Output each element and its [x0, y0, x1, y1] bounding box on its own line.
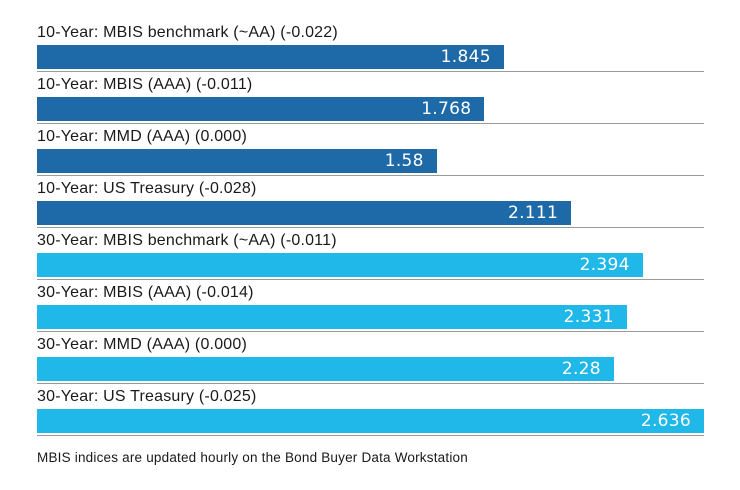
bar: 1.845: [37, 45, 504, 69]
bar-value-label: 2.28: [561, 359, 601, 379]
bar-value-label: 2.331: [563, 307, 614, 327]
bar-value-label: 1.768: [421, 99, 472, 119]
bar: 2.636: [37, 409, 704, 433]
bar-value-label: 2.111: [507, 203, 559, 223]
bar-track: 1.768: [37, 97, 704, 121]
bar-chart-area: 10-Year: MBIS benchmark (~AA) (-0.022) 1…: [37, 20, 704, 436]
bar-category-label: 30-Year: MBIS (AAA) (-0.014): [37, 284, 254, 301]
bar-value-label: 1.845: [440, 47, 491, 67]
bar-track: 2.331: [37, 305, 704, 329]
bar: 2.111: [37, 201, 572, 225]
bar-row: 30-Year: MBIS benchmark (~AA) (-0.011) 2…: [37, 228, 704, 280]
bar-value-label: 2.636: [640, 411, 691, 431]
bar-track: 2.394: [37, 253, 704, 277]
chart-footnote: MBIS indices are updated hourly on the B…: [37, 450, 468, 465]
bar-value-label: 2.394: [579, 255, 630, 275]
bar-category-label: 10-Year: MBIS benchmark (~AA) (-0.022): [37, 24, 338, 41]
bar-row: 30-Year: US Treasury (-0.025) 2.636: [37, 384, 704, 436]
bar: 1.58: [37, 149, 437, 173]
bar-row: 10-Year: MMD (AAA) (0.000) 1.58: [37, 124, 704, 176]
bar-category-label: 10-Year: US Treasury (-0.028): [37, 180, 257, 197]
bar-category-label: 10-Year: MMD (AAA) (0.000): [37, 128, 248, 145]
bar-track: 2.636: [37, 409, 704, 433]
bar-track: 2.111: [37, 201, 704, 225]
bar-track: 1.845: [37, 45, 704, 69]
bar: 1.768: [37, 97, 485, 121]
bar-track: 1.58: [37, 149, 704, 173]
bar-category-label: 30-Year: MMD (AAA) (0.000): [37, 336, 248, 353]
bar-row: 10-Year: MBIS (AAA) (-0.011) 1.768: [37, 72, 704, 124]
bar-row: 30-Year: MBIS (AAA) (-0.014) 2.331: [37, 280, 704, 332]
bar-category-label: 30-Year: MBIS benchmark (~AA) (-0.011): [37, 232, 337, 249]
bar-track: 2.28: [37, 357, 704, 381]
bar-category-label: 10-Year: MBIS (AAA) (-0.011): [37, 76, 253, 93]
bar-value-label: 1.58: [384, 151, 424, 171]
bar: 2.28: [37, 357, 614, 381]
bar: 2.394: [37, 253, 643, 277]
bar-row: 30-Year: MMD (AAA) (0.000) 2.28: [37, 332, 704, 384]
bar-category-label: 30-Year: US Treasury (-0.025): [37, 388, 257, 405]
bar: 2.331: [37, 305, 627, 329]
bar-row: 10-Year: US Treasury (-0.028) 2.111: [37, 176, 704, 228]
bar-row: 10-Year: MBIS benchmark (~AA) (-0.022) 1…: [37, 20, 704, 72]
